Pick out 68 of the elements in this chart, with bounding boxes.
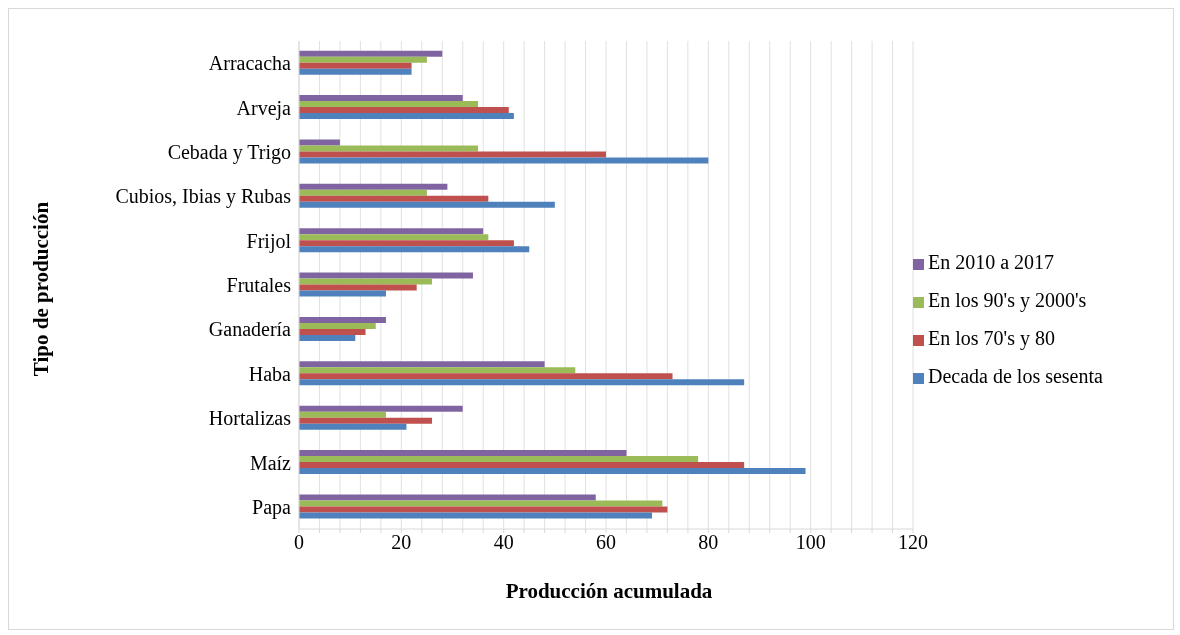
bar <box>299 278 433 285</box>
bar <box>299 405 463 412</box>
x-axis-title: Producción acumulada <box>504 579 714 604</box>
y-tick-label: Arveja <box>236 96 292 120</box>
bar <box>299 95 463 102</box>
bar <box>299 246 530 253</box>
bar <box>299 195 489 202</box>
bar <box>299 468 806 475</box>
bar <box>299 512 653 519</box>
x-tick-label: 100 <box>795 531 826 554</box>
legend-label: En los 90's y 2000's <box>928 289 1087 311</box>
y-tick-label: Frijol <box>246 229 292 253</box>
bar <box>299 328 366 335</box>
bar <box>299 456 699 463</box>
bar <box>299 316 386 323</box>
y-tick-label: Papa <box>252 495 292 519</box>
bar <box>299 151 606 158</box>
y-tick-label: Hortalizas <box>208 407 292 430</box>
y-tick-label: Ganadería <box>208 318 292 341</box>
bar <box>299 290 386 297</box>
x-tick-label: 60 <box>596 531 616 554</box>
bar <box>299 423 407 430</box>
bar <box>299 322 376 329</box>
x-tick-label: 0 <box>294 531 304 554</box>
x-tick-label: 120 <box>898 531 928 554</box>
bar <box>299 361 545 368</box>
bar <box>299 101 479 108</box>
bar <box>299 50 443 57</box>
y-tick-label: Frutales <box>226 274 292 297</box>
x-tick-label: 40 <box>493 531 514 554</box>
y-axis-title: Tipo de producción <box>28 201 54 377</box>
bar <box>299 411 386 418</box>
x-tick-label: 20 <box>391 531 412 554</box>
bar <box>299 113 514 120</box>
bar <box>299 234 489 241</box>
bar <box>299 189 427 196</box>
bar <box>299 201 555 208</box>
legend-label: En 2010 a 2017 <box>928 251 1055 273</box>
bar <box>299 367 576 374</box>
bar <box>299 373 673 380</box>
bar <box>299 139 340 146</box>
bar <box>299 500 663 507</box>
bar <box>299 145 479 152</box>
bar <box>299 183 448 190</box>
bar <box>299 417 433 424</box>
bar <box>299 272 473 279</box>
bar <box>299 68 412 75</box>
bar <box>299 462 745 469</box>
bar <box>299 506 668 513</box>
bar <box>299 240 514 247</box>
bar <box>299 107 509 114</box>
y-tick-label: Arracacha <box>208 52 292 75</box>
legend-label: Decada de los sesenta <box>928 365 1103 387</box>
legend-label: En los 70's y 80 <box>928 327 1055 349</box>
bar <box>299 284 417 291</box>
bar <box>299 228 484 235</box>
y-tick-label: Cebada y Trigo <box>167 141 291 165</box>
y-tick-label: Cubios, Ibias y Rubas <box>115 185 292 209</box>
bar <box>299 494 596 501</box>
bar <box>299 379 745 386</box>
y-tick-label: Haba <box>248 362 292 385</box>
bar <box>299 62 412 69</box>
bar <box>299 56 427 63</box>
x-tick-label: 80 <box>698 531 719 554</box>
y-tick-label: Maíz <box>249 451 292 474</box>
bar <box>299 157 709 164</box>
bar <box>299 334 356 341</box>
bar <box>299 450 627 457</box>
